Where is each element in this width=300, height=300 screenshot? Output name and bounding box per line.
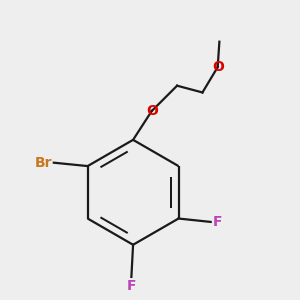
Text: O: O [146,104,158,118]
Text: O: O [212,60,224,74]
Text: Br: Br [34,156,52,170]
Text: F: F [127,279,136,292]
Text: F: F [212,215,222,229]
